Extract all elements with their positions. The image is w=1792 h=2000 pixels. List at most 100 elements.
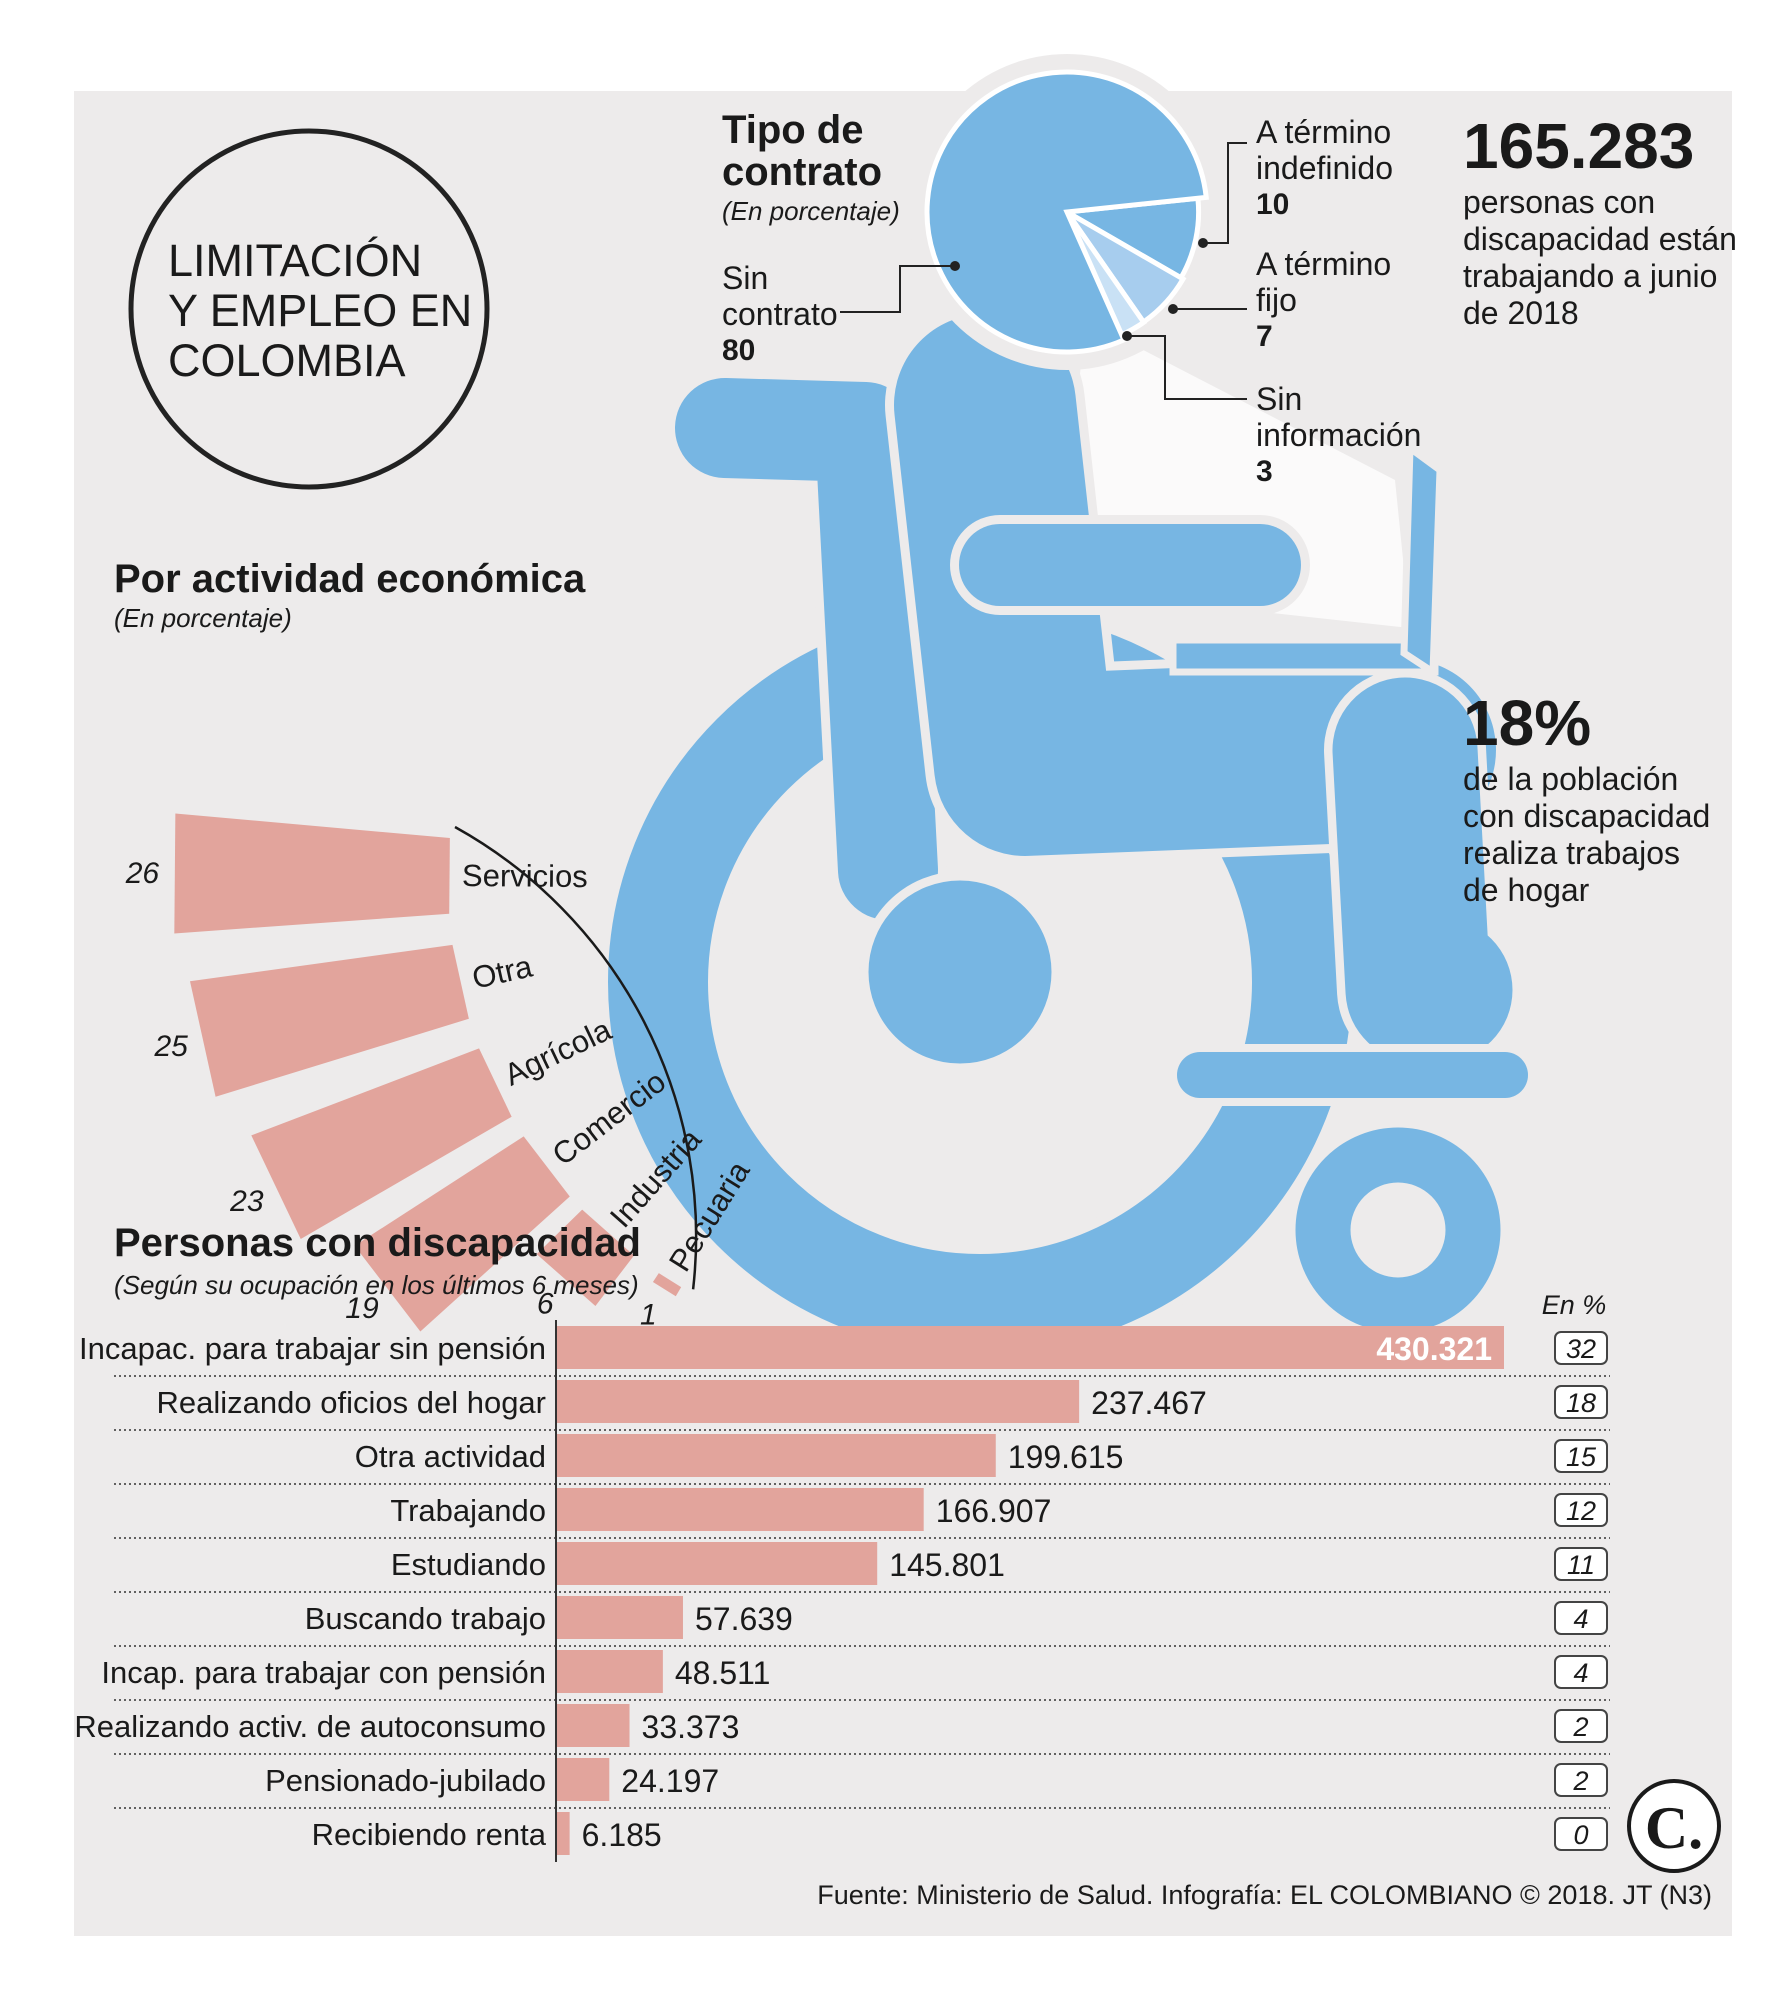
bar-value-pensionado-jubilado: 24.197 bbox=[621, 1763, 719, 1799]
stat-home-value: 18% bbox=[1463, 687, 1591, 759]
stat-working: 165.283 personas con discapacidad están … bbox=[1463, 110, 1737, 331]
bar-recibiendo-renta bbox=[556, 1812, 570, 1855]
bar-label-realizando-activ-de-autoconsumo: Realizando activ. de autoconsumo bbox=[74, 1709, 546, 1744]
stat-home-text-2: con discapacidad bbox=[1463, 798, 1710, 834]
slice-label-indefinido-2: indefinido bbox=[1256, 150, 1393, 186]
wheel-hub bbox=[859, 871, 1061, 1073]
bar-value-realizando-activ-de-autoconsumo: 33.373 bbox=[642, 1709, 740, 1745]
bar-realizando-oficios-del-hogar bbox=[556, 1380, 1080, 1423]
occupation-title: Personas con discapacidad bbox=[114, 1221, 641, 1265]
percent-box-realizando-oficios-del-hogar bbox=[1554, 1385, 1608, 1419]
stat-working-value: 165.283 bbox=[1463, 110, 1694, 182]
radial-bar-pecuaria bbox=[652, 1273, 682, 1297]
percent-box-otra-actividad bbox=[1554, 1439, 1608, 1473]
radial-value-industria: 6 bbox=[537, 1288, 554, 1321]
bar-trabajando bbox=[556, 1488, 924, 1531]
slice-value-fijo: 7 bbox=[1256, 320, 1273, 353]
bar-value-recibiendo-renta: 6.185 bbox=[582, 1817, 662, 1853]
bar-value-trabajando: 166.907 bbox=[936, 1493, 1052, 1529]
radial-bar-industria bbox=[536, 1209, 634, 1307]
radial-value-servicios: 26 bbox=[125, 857, 160, 890]
occupation-subtitle: (Según su ocupación en los últimos 6 mes… bbox=[114, 1270, 639, 1300]
occupation-bar-chart: Incapac. para trabajar sin pensión 430.32… bbox=[74, 1320, 1610, 1862]
slice-label-sin-informacion-2: información bbox=[1256, 417, 1421, 453]
title-line-3: COLOMBIA bbox=[168, 335, 406, 386]
bar-label-incap-para-trabajar-con-pension: Incap. para trabajar con pensión bbox=[101, 1655, 546, 1690]
bar-pensionado-jubilado bbox=[556, 1758, 610, 1801]
publisher-logo: C. bbox=[1627, 1779, 1721, 1873]
percent-value-realizando-activ-de-autoconsumo: 2 bbox=[1572, 1712, 1588, 1742]
title-badge: LIMITACIÓN Y EMPLEO EN COLOMBIA bbox=[128, 128, 490, 490]
slice-label-sin-contrato-2: contrato bbox=[722, 296, 838, 332]
radial-bar-comercio bbox=[354, 1136, 570, 1332]
percent-value-pensionado-jubilado: 2 bbox=[1572, 1766, 1588, 1796]
radial-bar-otra bbox=[189, 944, 469, 1097]
title-line-1: LIMITACIÓN bbox=[168, 235, 422, 286]
laptop-base bbox=[1169, 636, 1439, 676]
percent-box-realizando-activ-de-autoconsumo bbox=[1554, 1709, 1608, 1743]
percent-value-realizando-oficios-del-hogar: 18 bbox=[1566, 1388, 1596, 1418]
percent-header: En % bbox=[1542, 1290, 1607, 1320]
bar-buscando-trabajo bbox=[556, 1596, 683, 1639]
radial-bar-agricola bbox=[251, 1048, 512, 1239]
bar-label-otra-actividad: Otra actividad bbox=[355, 1439, 546, 1474]
small-wheel bbox=[1295, 1127, 1501, 1333]
stat-working-text-4: de 2018 bbox=[1463, 295, 1579, 331]
slice-label-indefinido-1: A término bbox=[1256, 114, 1391, 150]
radial-value-agricola: 23 bbox=[229, 1185, 264, 1218]
logo-text: C. bbox=[1645, 1795, 1703, 1861]
title-line-2: Y EMPLEO EN bbox=[168, 285, 472, 336]
stat-home-text-1: de la población bbox=[1463, 761, 1678, 797]
laptop-screen bbox=[1400, 441, 1444, 679]
bar-value-otra-actividad: 199.615 bbox=[1008, 1439, 1124, 1475]
percent-box-recibiendo-renta bbox=[1554, 1817, 1608, 1851]
leader-indefinido bbox=[1203, 142, 1247, 244]
contract-subtitle: (En porcentaje) bbox=[722, 196, 900, 226]
bar-label-incapac-para-trabajar-sin-pension: Incapac. para trabajar sin pensión bbox=[79, 1331, 546, 1366]
activity-subtitle: (En porcentaje) bbox=[114, 603, 292, 633]
bar-otra-actividad bbox=[556, 1434, 996, 1477]
percent-value-incap-para-trabajar-con-pension: 4 bbox=[1573, 1658, 1588, 1688]
slice-value-sin-informacion: 3 bbox=[1256, 455, 1273, 488]
percent-value-incapac-para-trabajar-sin-pension: 32 bbox=[1566, 1334, 1596, 1364]
bar-value-realizando-oficios-del-hogar: 237.467 bbox=[1091, 1385, 1207, 1421]
slice-value-indefinido: 10 bbox=[1256, 188, 1289, 221]
percent-box-incapac-para-trabajar-sin-pension bbox=[1554, 1331, 1608, 1365]
percent-box-incap-para-trabajar-con-pension bbox=[1554, 1655, 1608, 1689]
slice-label-sin-informacion-1: Sin bbox=[1256, 381, 1302, 417]
leader-dot-sin-informacion bbox=[1122, 331, 1132, 341]
bar-label-trabajando: Trabajando bbox=[390, 1493, 546, 1528]
contract-title-line-1: Tipo de bbox=[722, 108, 863, 152]
percent-value-recibiendo-renta: 0 bbox=[1573, 1820, 1588, 1850]
source-note: Fuente: Ministerio de Salud. Infografía:… bbox=[817, 1880, 1712, 1910]
percent-box-trabajando bbox=[1554, 1493, 1608, 1527]
slice-label-sin-contrato-1: Sin bbox=[722, 260, 768, 296]
title-circle bbox=[128, 128, 490, 490]
percent-value-trabajando: 12 bbox=[1566, 1496, 1596, 1526]
percent-value-buscando-trabajo: 4 bbox=[1573, 1604, 1588, 1634]
bar-value-buscando-trabajo: 57.639 bbox=[695, 1601, 793, 1637]
leader-sin-contrato bbox=[840, 265, 955, 313]
contract-section: Tipo de contrato (En porcentaje) Sin con… bbox=[722, 108, 1421, 488]
leader-dot-indefinido bbox=[1198, 238, 1208, 248]
radial-bar-servicios bbox=[174, 813, 450, 934]
occupation-section: Personas con discapacidad (Según su ocup… bbox=[74, 1221, 1610, 1862]
logo-circle bbox=[1627, 1779, 1721, 1873]
stat-home-text-3: realiza trabajos bbox=[1463, 835, 1680, 871]
stat-working-text-2: discapacidad están bbox=[1463, 221, 1737, 257]
radial-value-comercio: 19 bbox=[345, 1292, 379, 1325]
leg bbox=[1332, 677, 1513, 1063]
radial-axis-arc bbox=[454, 825, 698, 1290]
activity-section: Por actividad económica (En porcentaje) … bbox=[114, 557, 757, 1332]
contract-pie-chart bbox=[924, 69, 1209, 355]
backrest bbox=[675, 378, 938, 920]
bar-value-incapac-para-trabajar-sin-pension: 430.321 bbox=[1376, 1331, 1492, 1367]
bar-label-estudiando: Estudiando bbox=[391, 1547, 546, 1582]
slice-label-fijo-1: A término bbox=[1256, 246, 1391, 282]
radial-label-servicios: Servicios bbox=[462, 858, 588, 894]
contract-title-line-2: contrato bbox=[722, 150, 882, 194]
leader-dot-sin-contrato bbox=[950, 261, 960, 271]
leader-dot-fijo bbox=[1168, 304, 1178, 314]
bar-label-pensionado-jubilado: Pensionado-jubilado bbox=[265, 1763, 546, 1798]
